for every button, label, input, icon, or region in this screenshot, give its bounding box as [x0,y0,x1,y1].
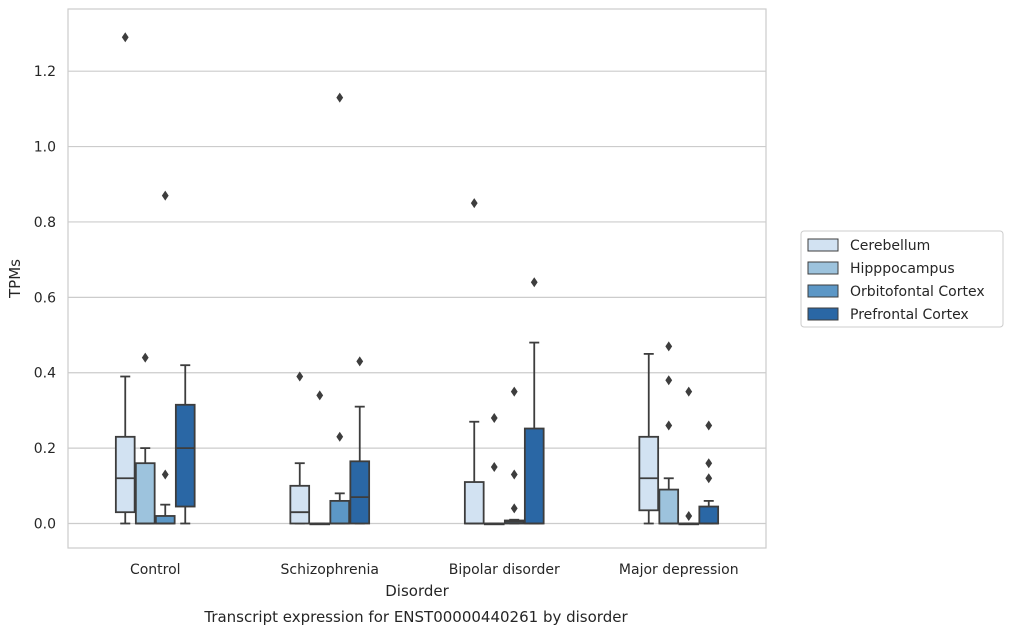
x-axis-ticks: Control Schizophrenia Bipolar disorder Majo… [130,562,739,578]
outlier-point [141,352,149,363]
box [638,352,660,525]
legend-frame [800,230,1004,328]
box [698,420,720,525]
y-tick-label: 0.6 [34,290,56,306]
outlier-point [490,412,498,423]
outlier-point [336,92,344,103]
outlier-point [121,32,129,43]
box-body [638,435,660,512]
outlier-point [356,356,364,367]
plot-frame [67,8,767,549]
box-body [289,484,311,525]
y-axis-ticks: 0.0 0.2 0.4 0.6 0.8 1.0 1.2 [34,64,56,532]
box [329,92,351,525]
outlier-point [665,341,673,352]
y-tick-label: 0.4 [34,366,56,382]
y-tick-label: 0.8 [34,215,56,231]
legend-label: Prefrontal Cortex [850,307,969,323]
outlier-point [490,461,498,472]
box [309,390,331,526]
box [349,356,371,525]
outlier-point [665,375,673,386]
y-tick-label: 0.2 [34,441,56,457]
outlier-point [470,198,478,209]
legend: Cerebellum Hipppocampus Orbitofontal Corte… [800,230,1004,328]
legend-label: Cerebellum [850,238,930,254]
legend-swatch [807,238,839,252]
figure-caption: Transcript expression for ENST0000044026… [203,608,628,626]
box-body [463,481,485,525]
outlier-point [705,473,713,484]
outlier-point [530,277,538,288]
x-tick-label: Schizophrenia [281,562,379,578]
legend-swatch [807,284,839,298]
box-body [658,488,680,525]
box [483,412,505,526]
legend-swatch [807,307,839,321]
x-tick-label: Major depression [619,562,739,578]
outlier-point [665,420,673,431]
box [114,32,136,525]
x-tick-label: Bipolar disorder [449,562,560,578]
y-tick-label: 1.0 [34,140,56,156]
box-body [114,435,136,514]
box-body [174,403,196,508]
box-body [349,460,371,525]
legend-label: Hipppocampus [850,261,955,277]
box [463,198,485,525]
legend-swatch [807,261,839,275]
outlier-point [685,386,693,397]
outlier-point [161,469,169,480]
y-tick-label: 0.0 [34,517,56,533]
box-body [523,427,545,525]
y-tick-label: 1.2 [34,64,56,80]
box-body [329,499,351,525]
box [174,364,196,525]
outlier-point [296,371,304,382]
outlier-point [510,503,518,514]
outlier-point [685,510,693,521]
outlier-point [705,458,713,469]
box-body [154,515,176,525]
box [134,352,156,525]
x-tick-label: Control [130,562,181,578]
x-axis-label: Disorder [385,582,449,600]
box [154,190,176,525]
box-body [698,505,720,525]
box [658,341,680,525]
box [289,371,311,525]
y-axis-label: TPMs [6,259,24,299]
box-series [114,32,720,526]
legend-label: Orbitofontal Cortex [850,284,985,300]
outlier-point [705,420,713,431]
outlier-point [510,469,518,480]
box [678,386,700,526]
outlier-point [510,386,518,397]
box-body [134,462,156,525]
outlier-point [336,431,344,442]
box [503,386,525,525]
outlier-point [316,390,324,401]
outlier-point [161,190,169,201]
box [523,277,545,525]
